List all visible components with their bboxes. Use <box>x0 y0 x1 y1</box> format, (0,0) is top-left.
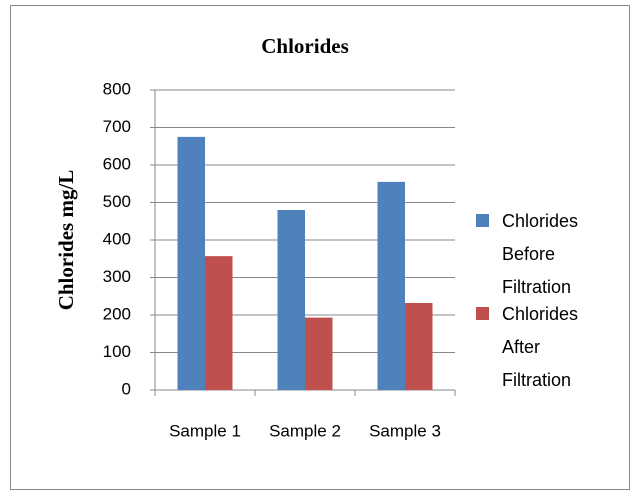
bar <box>405 303 433 390</box>
y-tick-label: 700 <box>103 117 131 136</box>
y-tick-label: 200 <box>103 304 131 323</box>
y-tick-label: 0 <box>122 379 131 398</box>
chart-title: Chlorides <box>261 34 349 58</box>
legend-label: Chlorides Before Filtration <box>502 211 579 297</box>
y-tick-label: 800 <box>103 79 131 98</box>
y-tick-label: 500 <box>103 192 131 211</box>
x-tick-label: Sample 3 <box>369 421 441 440</box>
bar <box>205 256 233 390</box>
bar <box>277 210 305 390</box>
y-axis-label: Chlorides mg/L <box>54 170 78 311</box>
legend-swatch <box>476 307 489 320</box>
y-tick-label: 600 <box>103 154 131 173</box>
y-tick-label: 300 <box>103 267 131 286</box>
y-tick-label: 100 <box>103 342 131 361</box>
x-tick-label: Sample 1 <box>169 421 241 440</box>
y-tick-label: 400 <box>103 229 131 248</box>
bar <box>305 317 333 390</box>
legend-label: Chlorides After Filtration <box>502 304 579 390</box>
x-tick-label: Sample 2 <box>269 421 341 440</box>
chart-border <box>10 5 630 490</box>
bar <box>377 181 405 390</box>
bar <box>177 136 205 390</box>
legend-swatch <box>476 214 489 227</box>
